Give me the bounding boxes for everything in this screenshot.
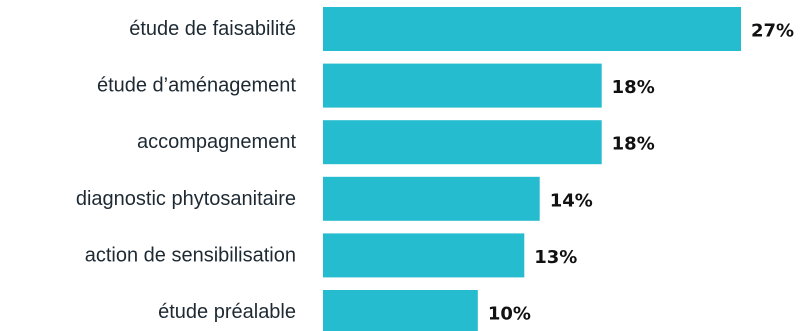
category-label-0: étude de faisabilité	[129, 18, 296, 40]
category-label-5: étude préalable	[158, 301, 296, 323]
category-label-1: étude d’aménagement	[97, 75, 296, 97]
value-label-0: 27%	[751, 21, 794, 42]
bar-5	[323, 290, 478, 331]
value-label-4: 13%	[534, 247, 577, 268]
bar-3	[323, 176, 540, 221]
value-label-5: 10%	[488, 304, 531, 325]
bar-0	[323, 7, 741, 51]
value-label-1: 18%	[612, 77, 655, 98]
value-label-3: 14%	[550, 190, 593, 211]
category-label-4: action de sensibilisation	[85, 244, 296, 266]
category-label-3: diagnostic phytosanitaire	[76, 188, 296, 210]
bar-4	[323, 233, 525, 278]
category-label-2: accompagnement	[137, 131, 296, 153]
bar-2	[323, 120, 602, 165]
value-label-2: 18%	[612, 134, 655, 155]
bar-1	[323, 63, 602, 108]
